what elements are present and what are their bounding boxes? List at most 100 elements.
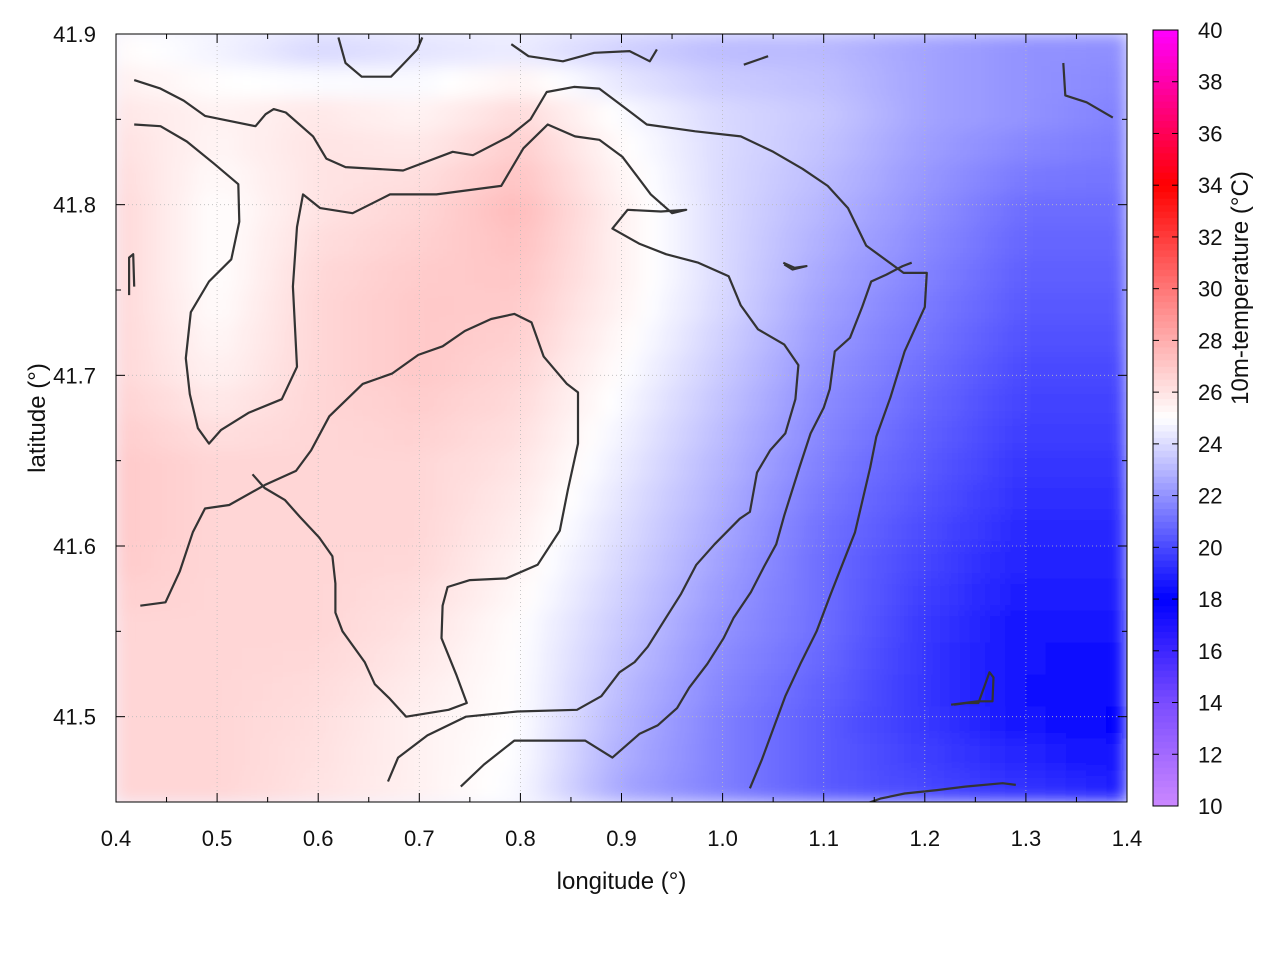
heat-cell bbox=[1086, 609, 1108, 643]
heat-cell bbox=[1065, 97, 1088, 131]
heat-cell bbox=[297, 449, 319, 483]
heat-cell bbox=[621, 609, 643, 643]
heat-cell bbox=[641, 641, 663, 675]
heat-cell bbox=[641, 385, 663, 419]
heat-cell bbox=[398, 417, 420, 451]
heat-cell bbox=[984, 577, 1007, 611]
heat-cell bbox=[459, 225, 481, 259]
heat-cell bbox=[1025, 481, 1047, 515]
heat-cell bbox=[1005, 545, 1027, 579]
heat-cell bbox=[823, 65, 845, 99]
heat-cell bbox=[277, 321, 299, 355]
heat-cell bbox=[863, 321, 885, 355]
colorbar-swatch bbox=[1153, 236, 1178, 244]
heat-cell bbox=[802, 545, 825, 579]
axis-ticks: 0.4 0.5 0.6 0.7 0.8 0.9 1.0 1.1 1.2 1.3 1.4 41.5 41.… bbox=[53, 22, 1142, 851]
y-tick-label: 41.6 bbox=[53, 534, 96, 559]
heat-cell bbox=[600, 705, 622, 739]
heat-cell bbox=[681, 65, 703, 99]
heat-cell bbox=[782, 577, 804, 611]
heat-cell bbox=[823, 34, 845, 67]
heat-cell bbox=[196, 449, 218, 483]
heat-cell bbox=[337, 129, 360, 163]
heat-cell bbox=[701, 289, 724, 323]
heat-cell bbox=[499, 609, 521, 643]
heat-cell bbox=[560, 225, 582, 259]
heat-cell bbox=[540, 737, 562, 771]
heat-cell bbox=[1045, 34, 1067, 67]
heat-cell bbox=[661, 129, 683, 163]
heat-cell bbox=[337, 513, 360, 547]
heat-cell bbox=[863, 673, 885, 707]
heat-cell bbox=[904, 65, 926, 99]
heat-cell bbox=[135, 321, 157, 355]
colorbar-swatch bbox=[1153, 197, 1178, 206]
heat-cell bbox=[439, 673, 461, 707]
heat-cell bbox=[459, 353, 481, 387]
heat-cell bbox=[479, 545, 501, 579]
heat-cell bbox=[135, 257, 157, 291]
heat-cell bbox=[823, 225, 845, 259]
heat-cell bbox=[681, 705, 703, 739]
heat-cell bbox=[317, 225, 339, 259]
heat-cell bbox=[398, 321, 420, 355]
heat-cell bbox=[257, 161, 279, 195]
heat-cell bbox=[135, 481, 157, 515]
heat-cell bbox=[742, 321, 764, 355]
heat-cell bbox=[924, 65, 946, 99]
heat-cell bbox=[459, 65, 481, 99]
heat-cell bbox=[398, 193, 420, 227]
heat-cell bbox=[681, 193, 703, 227]
heat-cell bbox=[398, 257, 420, 291]
colorbar-swatch bbox=[1153, 773, 1178, 781]
heat-cell bbox=[904, 193, 926, 227]
heat-cell bbox=[540, 545, 562, 579]
heat-cell bbox=[1086, 65, 1108, 99]
heat-cell bbox=[378, 417, 400, 451]
heat-cell bbox=[883, 129, 906, 163]
colorbar-tick-label: 18 bbox=[1198, 587, 1222, 612]
heat-cell bbox=[580, 769, 602, 802]
heat-cell bbox=[439, 545, 461, 579]
heat-cell bbox=[1106, 65, 1127, 99]
heat-cell bbox=[216, 513, 238, 547]
heat-cell bbox=[1025, 321, 1047, 355]
heat-cell bbox=[499, 65, 521, 99]
heat-cell bbox=[439, 417, 461, 451]
heat-cell bbox=[823, 769, 845, 802]
heat-cell bbox=[499, 417, 521, 451]
heat-cell bbox=[964, 321, 986, 355]
heat-cell bbox=[337, 673, 360, 707]
heat-cell bbox=[661, 417, 683, 451]
heat-cell bbox=[277, 225, 299, 259]
heat-cell bbox=[600, 545, 622, 579]
heat-cell bbox=[944, 353, 966, 387]
heat-cell bbox=[519, 673, 542, 707]
heat-cell bbox=[904, 129, 926, 163]
heat-cell bbox=[479, 577, 501, 611]
heat-cell bbox=[378, 609, 400, 643]
heat-cell bbox=[621, 225, 643, 259]
heat-cell bbox=[701, 737, 724, 771]
heat-cell bbox=[823, 641, 845, 675]
heat-cell bbox=[600, 385, 622, 419]
heat-cell bbox=[196, 577, 218, 611]
heat-cell bbox=[277, 737, 299, 771]
heat-cell bbox=[782, 353, 804, 387]
heat-cell bbox=[1065, 225, 1088, 259]
heat-cell bbox=[257, 673, 279, 707]
heat-cell bbox=[378, 34, 400, 67]
heat-cell bbox=[944, 641, 966, 675]
heat-cell bbox=[924, 34, 946, 67]
heat-cell bbox=[196, 225, 218, 259]
heat-cell bbox=[742, 673, 764, 707]
heat-cell bbox=[984, 193, 1007, 227]
colorbar-swatch bbox=[1153, 139, 1178, 147]
heat-cell bbox=[1065, 737, 1088, 771]
colorbar-swatch bbox=[1153, 585, 1178, 594]
heat-cell bbox=[479, 513, 501, 547]
heat-cell bbox=[661, 353, 683, 387]
colorbar-swatch bbox=[1153, 204, 1178, 212]
heat-cell bbox=[924, 577, 946, 611]
colorbar-swatch bbox=[1153, 184, 1178, 193]
